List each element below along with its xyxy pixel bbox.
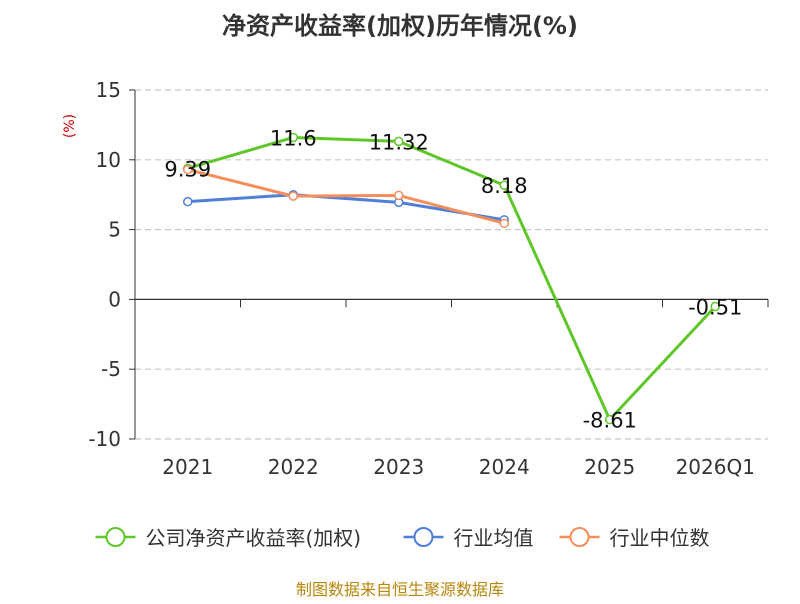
x-tick-label: 2021 — [162, 455, 213, 479]
series-line-1 — [186, 193, 506, 222]
x-tick-label: 2026Q1 — [676, 455, 755, 479]
y-tick-label: -5 — [101, 357, 121, 381]
y-tick-label: 5 — [108, 218, 121, 242]
data-point — [394, 190, 404, 201]
data-point — [288, 191, 298, 201]
data-label-layer: 9.39 11.6 11.32 8.18 -8.61 -0.51 — [164, 126, 742, 432]
data-point — [499, 218, 509, 229]
y-tick-label: 0 — [108, 287, 121, 311]
source-note: 制图数据来自恒生聚源数据库 — [296, 580, 504, 599]
series-line-0 — [186, 135, 717, 422]
y-tick-label: 10 — [96, 148, 121, 172]
data-label: 11.32 — [369, 130, 429, 154]
legend-swatch-marker — [569, 527, 590, 547]
legend-label: 行业中位数 — [610, 526, 710, 550]
data-point — [183, 196, 193, 207]
data-point — [288, 132, 298, 143]
y-tick-label: -10 — [88, 427, 121, 451]
x-tick-label: 2022 — [268, 455, 319, 479]
data-point — [394, 136, 404, 147]
x-tick-label: 2024 — [479, 455, 530, 479]
data-label: -8.61 — [583, 409, 637, 433]
data-point — [605, 414, 615, 425]
legend: 公司净资产收益率(加权) 行业均值 行业中位数 — [95, 526, 710, 550]
x-tick-label: 2023 — [373, 455, 424, 479]
data-label: 11.6 — [270, 126, 317, 150]
data-label: 9.39 — [164, 157, 211, 181]
chart-title: 净资产收益率(加权)历年情况(%) — [222, 12, 578, 40]
data-label: -0.51 — [688, 296, 742, 320]
legend-item-0[interactable]: 公司净资产收益率(加权) — [95, 526, 362, 550]
legend-swatch-marker — [413, 527, 434, 547]
grid-layer — [135, 89, 768, 440]
x-tick-label: 2025 — [584, 455, 635, 479]
data-label: 8.18 — [481, 174, 528, 198]
data-point — [183, 164, 193, 175]
series-layer — [183, 132, 720, 425]
legend-swatch-marker — [105, 527, 126, 547]
legend-label: 公司净资产收益率(加权) — [146, 526, 362, 550]
legend-item-2[interactable]: 行业中位数 — [559, 526, 710, 550]
data-point — [499, 180, 509, 190]
y-axis-unit: (%) — [62, 114, 78, 138]
data-point — [710, 301, 720, 312]
axis-layer: 15 10 5 0 -5 -10 2021 2022 2023 2024 2025 2026Q1 — [88, 78, 769, 479]
legend-label: 行业均值 — [454, 526, 534, 550]
y-tick-label: 15 — [96, 78, 121, 102]
series-line-2 — [186, 168, 506, 225]
legend-item-1[interactable]: 行业均值 — [403, 526, 534, 550]
